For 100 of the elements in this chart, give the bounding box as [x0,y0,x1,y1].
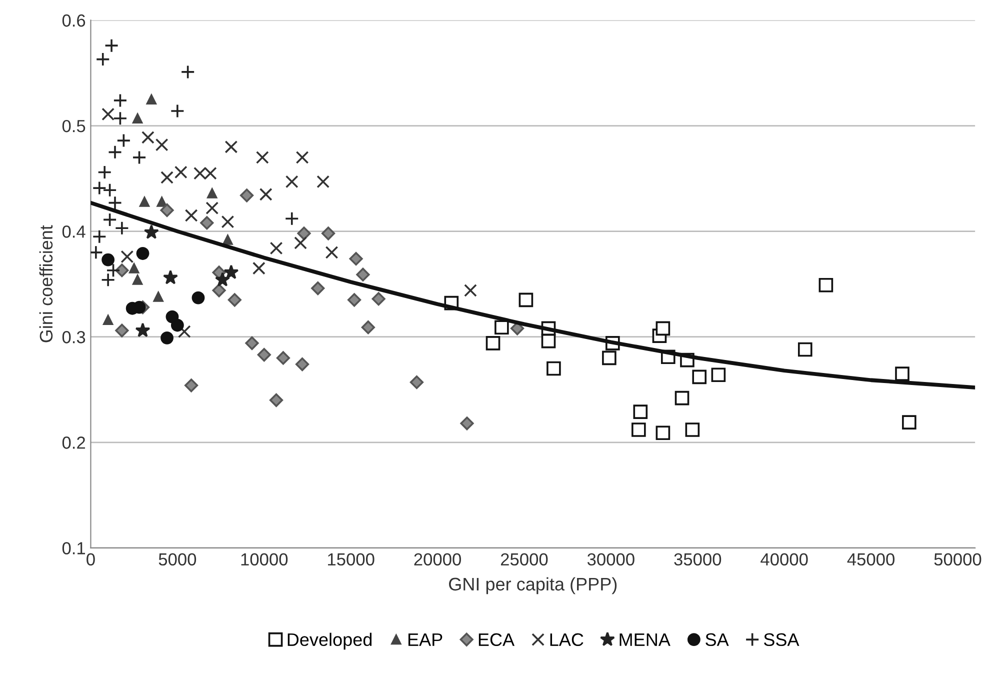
point [178,325,191,338]
y-tick-label: 0.5 [62,120,86,132]
point [656,426,670,440]
point [92,180,107,196]
point [114,220,130,236]
point [311,282,325,296]
point [215,272,230,286]
point [818,278,834,292]
point [295,357,310,372]
point [102,108,115,121]
point [192,291,205,304]
point [102,183,117,198]
point [269,393,284,407]
point [116,133,131,148]
point [372,292,386,306]
point [316,175,330,188]
point [170,104,185,118]
point [222,234,233,245]
point [674,390,690,406]
point [180,64,195,80]
x-tick-label: 15000 [328,553,374,566]
point [224,264,239,279]
point [632,422,646,437]
legend-label: ECA [478,633,515,646]
point [132,274,143,285]
x-tick-label: 0 [86,553,95,566]
point [155,138,168,152]
y-tick-label: 0.6 [62,14,86,27]
legend-label: MENA [620,633,670,646]
legend-label: SSA [764,633,800,646]
x-axis-title: GNI per capita (PPP) [449,577,617,594]
point [325,246,338,259]
point [156,196,167,207]
point [692,370,707,384]
point [135,322,150,338]
legend-label: SA [706,633,729,646]
point [276,351,290,365]
point [256,150,269,164]
point [113,93,128,108]
point [224,140,238,154]
point [252,262,266,275]
x-tick-label: 30000 [587,553,634,566]
point [115,324,129,338]
point [141,130,154,144]
point [656,321,670,336]
point [633,404,648,419]
point [356,268,370,282]
point [602,350,616,366]
point [146,94,156,104]
line-series [90,200,976,390]
point [711,368,726,382]
point [245,336,259,350]
y-axis-title: Gini coefficient [39,225,53,342]
point [259,188,272,201]
point [349,252,363,266]
legend-label: LAC [550,633,584,646]
point [102,253,115,266]
point [212,284,226,298]
x-tick-label: 10000 [241,553,288,566]
point [206,202,219,215]
point [102,314,114,326]
point [153,292,164,302]
y-tick-label: 0.2 [62,436,85,449]
x-tick-label: 40000 [760,553,808,566]
x-tick-label: 25000 [500,553,548,566]
point [486,336,500,350]
point [270,242,283,255]
point [132,150,146,165]
point [347,293,362,307]
point [798,342,812,357]
point [108,196,122,210]
point [460,416,474,430]
point [160,171,174,184]
point [361,320,375,334]
point [104,38,119,53]
point [895,366,910,381]
point [321,226,336,240]
point [136,247,150,260]
y-tick-label: 0.3 [62,331,86,344]
point [97,165,112,180]
legend-label: Developed [288,632,372,650]
point [115,264,129,278]
point [541,334,556,348]
point [285,175,298,188]
point [174,166,188,179]
x-tick-label: 5000 [158,553,196,566]
point [297,226,311,240]
point [170,318,184,332]
point [139,196,150,207]
point [284,212,300,226]
y-tick-label: 0.4 [62,225,86,238]
point [200,216,214,230]
point [294,236,307,250]
x-tick-label: 50000 [934,553,982,566]
legend-label: EAP [408,633,442,646]
point [162,270,178,284]
point [410,375,424,390]
point [296,150,309,164]
point [160,331,174,344]
point [257,348,271,362]
